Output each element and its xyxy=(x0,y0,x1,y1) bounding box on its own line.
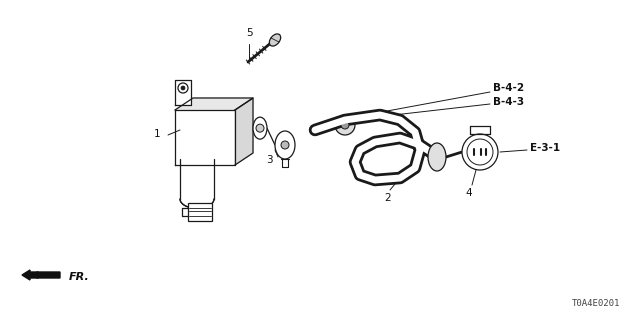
Circle shape xyxy=(178,83,188,93)
Circle shape xyxy=(281,141,289,149)
FancyBboxPatch shape xyxy=(188,203,212,221)
Ellipse shape xyxy=(269,34,281,46)
Circle shape xyxy=(462,134,498,170)
Ellipse shape xyxy=(253,117,267,139)
Text: 4: 4 xyxy=(466,188,472,198)
Ellipse shape xyxy=(275,131,295,159)
Text: 2: 2 xyxy=(385,193,391,203)
Circle shape xyxy=(335,115,355,135)
Circle shape xyxy=(256,124,264,132)
Text: 3: 3 xyxy=(266,155,273,165)
Polygon shape xyxy=(175,80,191,105)
Ellipse shape xyxy=(428,143,446,171)
Polygon shape xyxy=(175,98,253,110)
Text: T0A4E0201: T0A4E0201 xyxy=(572,299,620,308)
Text: E-3-1: E-3-1 xyxy=(530,143,560,153)
Circle shape xyxy=(341,121,349,129)
Polygon shape xyxy=(175,110,235,165)
Text: 1: 1 xyxy=(154,129,160,139)
Text: B-4-2: B-4-2 xyxy=(493,83,524,93)
FancyArrow shape xyxy=(22,270,60,280)
Polygon shape xyxy=(235,98,253,165)
Circle shape xyxy=(181,86,185,90)
Text: FR.: FR. xyxy=(69,272,90,282)
Text: 5: 5 xyxy=(246,28,252,38)
Text: B-4-3: B-4-3 xyxy=(493,97,524,107)
